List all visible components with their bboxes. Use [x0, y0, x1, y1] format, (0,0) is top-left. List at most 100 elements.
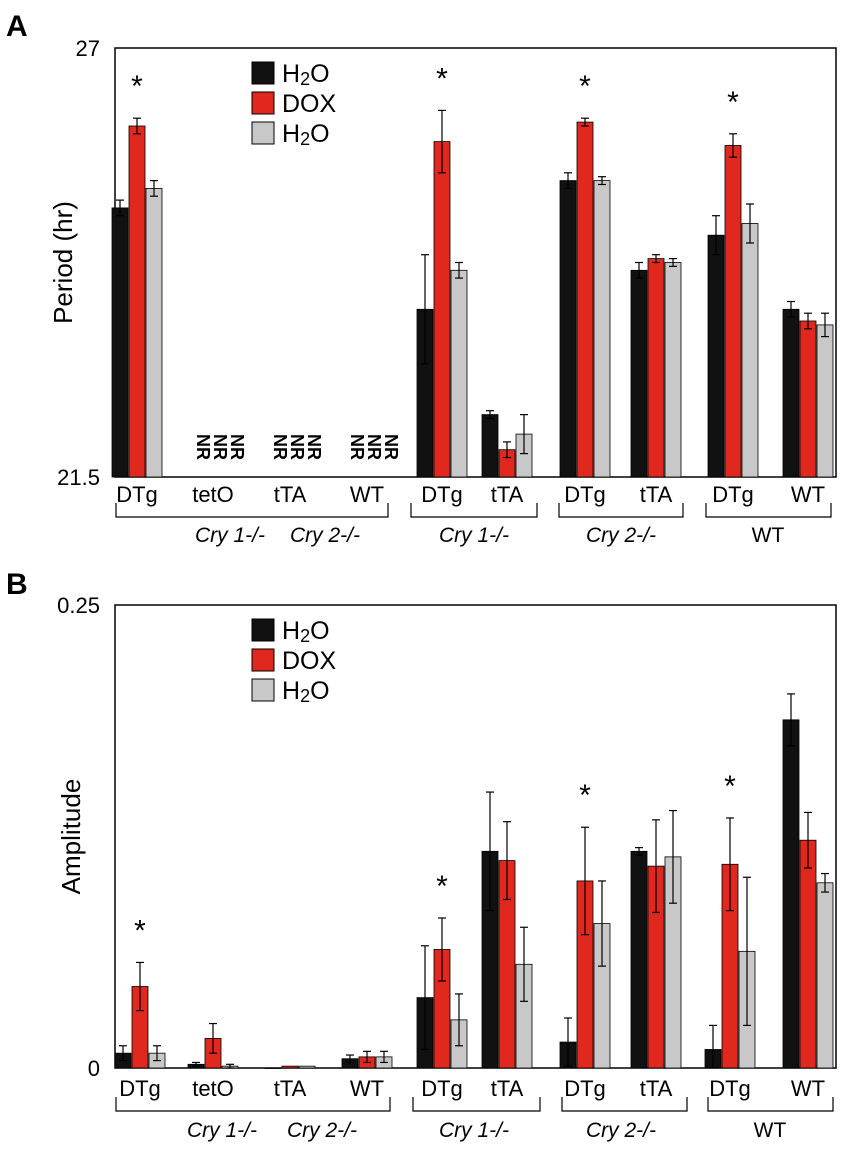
bar	[630, 850, 648, 1069]
genotype-group-label: Cry 1-/-	[439, 524, 509, 547]
y-axis-label: Period (hr)	[48, 201, 78, 324]
y-axis-label: Amplitude	[56, 779, 86, 895]
plot-frame	[114, 604, 837, 1069]
genotype-group-label: Cry 1-/-	[187, 1119, 257, 1142]
bar	[264, 1067, 282, 1069]
bar	[145, 187, 163, 478]
legend-label: H2O	[282, 120, 330, 149]
genotype-group-label: Cry 1-/-	[439, 1119, 509, 1142]
bar	[782, 719, 800, 1069]
significance-star: *	[727, 86, 739, 119]
genotype-group-label: WT	[752, 524, 785, 547]
nr-label: NR	[381, 434, 401, 460]
legend-swatch	[251, 618, 275, 642]
group-bracket	[410, 503, 538, 518]
category-label: tTA	[274, 1076, 307, 1101]
bar	[559, 180, 577, 478]
bar	[799, 320, 817, 478]
nr-label: NR	[210, 434, 230, 460]
nr-label: NR	[193, 434, 213, 460]
significance-star: *	[436, 870, 448, 903]
bar	[799, 839, 817, 1069]
bar	[707, 234, 725, 478]
group-bracket	[558, 503, 684, 518]
legend-label: H2O	[282, 617, 330, 646]
category-label: tetO	[192, 482, 234, 507]
bar	[576, 121, 594, 478]
legend-swatch	[251, 648, 275, 672]
category-label: WT	[791, 1076, 825, 1101]
bar	[450, 269, 468, 478]
category-label: DTg	[421, 1076, 463, 1101]
nr-label: NR	[364, 434, 384, 460]
legend-swatch	[251, 121, 275, 145]
group-bracket	[412, 1097, 541, 1112]
group-bracket	[561, 1097, 688, 1112]
bar	[481, 414, 499, 478]
bar	[281, 1065, 299, 1069]
genotype-group-label: Cry 2-/-	[586, 524, 656, 547]
panel-letter-b: B	[6, 568, 28, 601]
group-bracket	[705, 503, 832, 518]
legend-label: H2O	[282, 677, 330, 706]
category-label: WT	[791, 482, 825, 507]
group-bracket	[707, 1097, 834, 1112]
bar	[664, 262, 682, 478]
category-label: DTg	[119, 1076, 161, 1101]
category-label: tetO	[192, 1076, 234, 1101]
nr-label: NR	[270, 434, 290, 460]
category-label: WT	[350, 482, 384, 507]
bar	[647, 258, 665, 478]
category-label: DTg	[712, 482, 754, 507]
group-bracket	[115, 1097, 391, 1112]
legend-swatch	[251, 678, 275, 702]
legend-label: DOX	[282, 647, 337, 675]
genotype-group-label: Cry 2-/-	[586, 1119, 656, 1142]
category-label: DTg	[421, 482, 463, 507]
category-label: tTA	[491, 482, 524, 507]
category-label: DTg	[116, 482, 158, 507]
significance-star: *	[724, 770, 736, 803]
nr-label: NR	[227, 434, 247, 460]
significance-star: *	[131, 70, 143, 103]
bar	[782, 308, 800, 478]
category-label: DTg	[564, 1076, 606, 1101]
bar	[593, 180, 611, 478]
category-label: tTA	[274, 482, 307, 507]
category-label: WT	[350, 1076, 384, 1101]
category-label: tTA	[491, 1076, 524, 1101]
significance-star: *	[579, 70, 591, 103]
nr-label: NR	[347, 434, 367, 460]
y-tick-label: 21.5	[57, 465, 100, 490]
category-label: tTA	[640, 1076, 673, 1101]
category-label: DTg	[564, 482, 606, 507]
genotype-group-label: Cry 2-/-	[287, 1119, 357, 1142]
panel-letter-a: A	[6, 10, 28, 43]
group-bracket	[115, 503, 389, 518]
y-tick-label: 0	[88, 1056, 100, 1081]
bar	[741, 223, 759, 478]
bar	[298, 1065, 316, 1069]
category-label: DTg	[709, 1076, 751, 1101]
bar	[111, 207, 129, 478]
bar	[128, 125, 146, 478]
significance-star: *	[579, 779, 591, 812]
legend-swatch	[251, 61, 275, 85]
nr-label: NR	[287, 434, 307, 460]
y-tick-label: 0.25	[57, 593, 100, 618]
bar	[630, 269, 648, 478]
legend-swatch	[251, 91, 275, 115]
legend-label: DOX	[282, 90, 337, 118]
legend-label: H2O	[282, 60, 330, 89]
bar	[816, 324, 834, 478]
bar	[433, 141, 451, 478]
bar	[816, 882, 834, 1069]
significance-star: *	[436, 62, 448, 95]
genotype-group-label: WT	[754, 1119, 787, 1142]
genotype-group-label: Cry 1-/-	[195, 524, 265, 547]
nr-label: NR	[304, 434, 324, 460]
genotype-group-label: Cry 2-/-	[290, 524, 360, 547]
